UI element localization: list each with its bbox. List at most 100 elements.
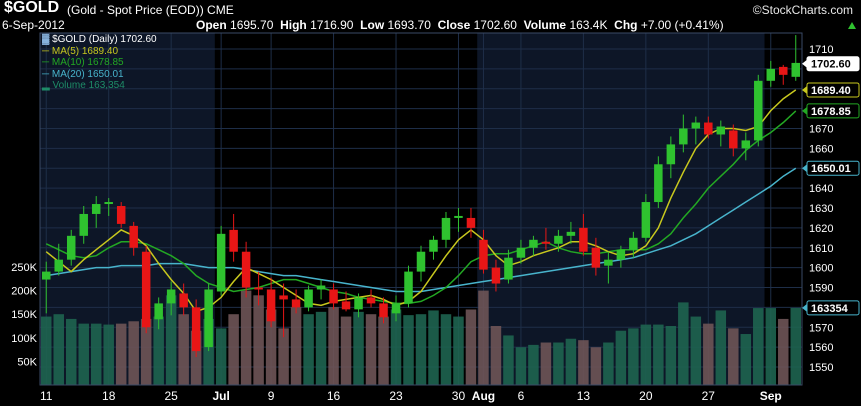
- volume-bar: [453, 316, 464, 385]
- candle-body: [466, 217, 476, 228]
- candle-body: [91, 204, 101, 214]
- volume-bar: [703, 323, 714, 385]
- candle-body: [604, 259, 613, 266]
- symbol-description: (Gold - Spot Price (EOD)) CME: [67, 3, 234, 17]
- volume-bar: [303, 314, 314, 385]
- candle-body: [254, 287, 263, 290]
- volume-bar: [353, 311, 364, 385]
- volume-bar: [790, 307, 802, 385]
- volume-tick-label: 200K: [11, 286, 37, 298]
- volume-bar: [53, 314, 64, 385]
- candle-body: [429, 239, 438, 252]
- date-tick-label: Sep: [760, 389, 782, 403]
- price-tick-label: 1600: [809, 263, 833, 275]
- price-tick-label: 1660: [809, 143, 833, 155]
- legend-ma10: ─ MA(10) 1678.85: [42, 57, 124, 68]
- price-tick-label: 1590: [809, 283, 833, 295]
- legend-ma20: ─ MA(20) 1650.01: [42, 68, 124, 80]
- volume-bar: [640, 324, 652, 385]
- volume-bar: [90, 323, 102, 385]
- candle-body: [754, 80, 763, 141]
- price-tick-label: 1630: [809, 203, 833, 215]
- date-tick-label: 25: [164, 389, 178, 403]
- candle-body: [529, 239, 538, 248]
- volume-label: Volume: [523, 18, 567, 32]
- candle-body: [166, 289, 176, 304]
- candle-body: [116, 206, 126, 224]
- candle-body: [391, 303, 401, 314]
- volume-bar: [753, 308, 764, 385]
- volume-bar: [65, 318, 77, 385]
- close-label: Close: [437, 18, 471, 32]
- date-tick-label: 16: [327, 389, 341, 403]
- volume-bar: [315, 311, 327, 385]
- chg-label: Chg: [614, 18, 638, 32]
- date-tick-label: 11: [40, 389, 53, 403]
- volume-tick-label: 150K: [11, 309, 37, 321]
- date-tick-label: 23: [389, 389, 403, 403]
- candle-body: [229, 229, 238, 252]
- volume-bar: [540, 342, 552, 385]
- volume-bar: [553, 342, 564, 385]
- open-value: 1695.70: [230, 18, 274, 32]
- volume-bar: [653, 324, 664, 385]
- candle-body: [266, 289, 276, 322]
- date-tick-label: 30: [452, 389, 466, 403]
- candle-body: [79, 213, 88, 236]
- candle-body: [416, 251, 426, 272]
- candle-body: [641, 202, 651, 238]
- low-value: 1693.70: [387, 18, 431, 32]
- candle-body: [366, 297, 376, 304]
- volume-bar: [140, 318, 152, 385]
- candle-body: [304, 289, 313, 308]
- volume-bar: [440, 314, 452, 385]
- candle-body: [541, 241, 551, 244]
- volume-bar: [715, 310, 727, 385]
- volume-bar: [778, 318, 789, 385]
- date-tick-label: 27: [702, 389, 716, 403]
- volume-bar: [628, 328, 639, 385]
- candle-body: [716, 126, 726, 135]
- volume-bar: [528, 344, 539, 385]
- legend-ma5: ─ MA(5) 1689.40: [42, 45, 119, 57]
- quote-date: 6-Sep-2012: [2, 18, 65, 32]
- volume-bar: [103, 324, 114, 385]
- candle-body: [691, 122, 701, 129]
- line-icon: ─: [42, 68, 52, 80]
- candle-body: [216, 233, 226, 292]
- volume-bar: [378, 316, 389, 385]
- candle-body: [379, 303, 388, 318]
- candle-body: [104, 202, 113, 205]
- badge-label: 1678.85: [811, 106, 851, 118]
- candle-body: [441, 217, 451, 240]
- volume-bar: [278, 328, 289, 385]
- badge-pointer: [802, 85, 807, 94]
- volume-bar: [78, 323, 89, 385]
- date-tick-label: 18: [102, 389, 116, 403]
- price-tick-label: 1560: [809, 342, 833, 354]
- volume-bar: [428, 310, 439, 385]
- candle-body: [766, 68, 776, 81]
- volume-bar: [328, 307, 339, 385]
- candle-body: [454, 215, 463, 218]
- candle-body: [591, 247, 601, 268]
- volume-bar: [340, 316, 352, 385]
- price-tick-label: 1610: [809, 243, 833, 255]
- price-tick-label: 1640: [809, 183, 833, 195]
- volume-bar: [740, 334, 752, 385]
- up-arrow-icon: [848, 22, 856, 29]
- date-tick-label: 9: [268, 389, 275, 403]
- volume-bar: [265, 309, 277, 385]
- date-tick-label: Aug: [472, 389, 495, 403]
- volume-bar: [290, 307, 302, 385]
- volume-bar: [415, 314, 427, 385]
- candle-body: [779, 66, 788, 75]
- badge-pointer: [802, 303, 807, 312]
- badge-label: 1689.40: [811, 85, 851, 97]
- line-icon: ─: [42, 45, 52, 57]
- candle-body: [241, 251, 251, 288]
- date-tick-label: 6: [518, 389, 525, 403]
- volume-tick-label: 50K: [17, 356, 37, 368]
- price-tick-label: 1710: [809, 44, 833, 56]
- ohlc-summary: Open 1695.70 High 1716.90 Low 1693.70 Cl…: [196, 18, 724, 32]
